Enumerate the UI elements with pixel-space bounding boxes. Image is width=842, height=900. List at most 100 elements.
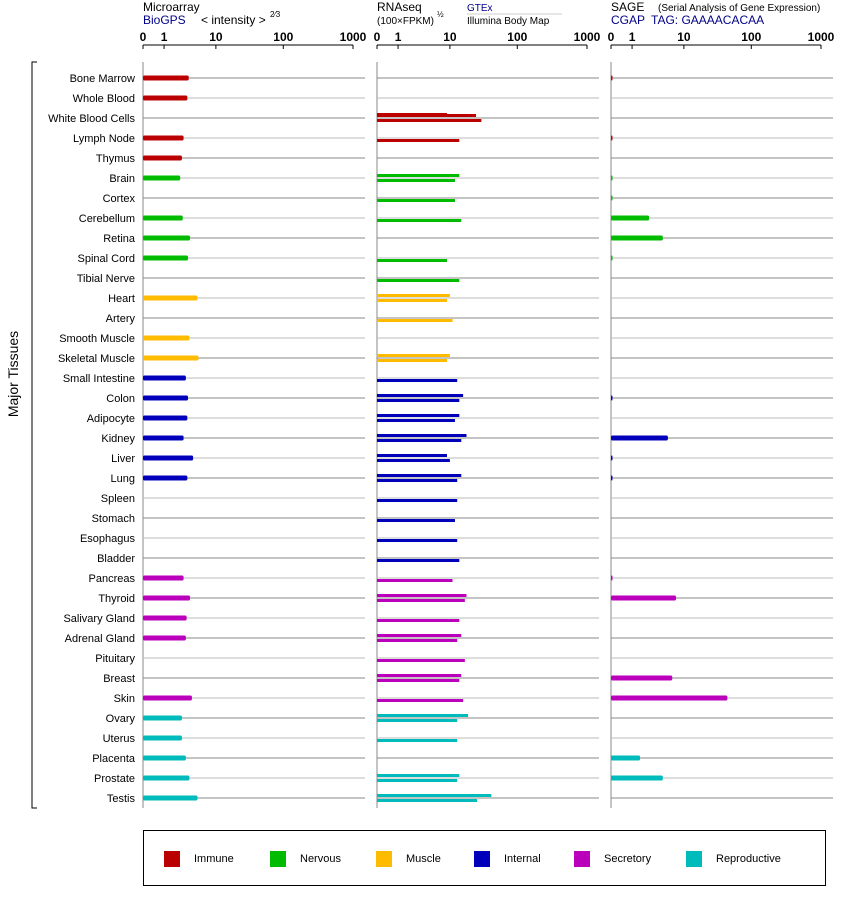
row-label: Esophagus — [80, 533, 136, 545]
bar — [377, 519, 455, 522]
row-label: Prostate — [94, 773, 135, 785]
bar — [377, 379, 458, 382]
x-tick-label: 1 — [395, 30, 402, 44]
panel-title: SAGE — [611, 0, 644, 14]
bar — [611, 235, 663, 241]
bar — [611, 255, 613, 261]
bar — [377, 359, 447, 362]
panel-subtitle-note: < intensity > — [201, 13, 266, 27]
row-label: Salivary Gland — [63, 613, 135, 625]
bar — [377, 699, 464, 702]
bar — [377, 774, 460, 777]
bar — [611, 675, 673, 681]
row-label: Testis — [107, 793, 136, 805]
bar — [143, 155, 182, 161]
bar — [377, 439, 462, 442]
x-tick-label: 0 — [140, 30, 147, 44]
bar — [143, 335, 190, 341]
bar — [377, 459, 450, 462]
bar — [611, 755, 641, 761]
row-label: Cortex — [103, 193, 136, 205]
x-tick-label: 10 — [443, 30, 457, 44]
legend-label: Immune — [194, 853, 234, 865]
row-label: Small Intestine — [63, 373, 135, 385]
bar — [377, 434, 467, 437]
bar — [611, 135, 613, 141]
bar — [377, 499, 458, 502]
bar — [611, 395, 613, 401]
bar — [377, 659, 465, 662]
bar — [143, 175, 181, 181]
bar — [377, 399, 460, 402]
row-label: Tibial Nerve — [77, 273, 135, 285]
x-tick-label: 1000 — [340, 30, 367, 44]
bar — [377, 719, 458, 722]
bar — [143, 715, 182, 721]
bar — [143, 755, 186, 761]
legend-item-immune: Immune — [164, 850, 234, 868]
bar — [143, 435, 184, 441]
bar — [611, 695, 728, 701]
legend-item-reproductive: Reproductive — [686, 850, 781, 868]
bar — [143, 75, 189, 81]
bar — [377, 354, 450, 357]
bar — [611, 575, 613, 581]
legend-item-nervous: Nervous — [270, 850, 341, 868]
row-label: Artery — [106, 313, 136, 325]
row-label: Kidney — [101, 433, 135, 445]
bar — [143, 355, 199, 361]
bar — [377, 594, 467, 597]
bar — [377, 479, 458, 482]
row-label: Ovary — [106, 713, 136, 725]
row-label: Brain — [109, 173, 135, 185]
legend-label: Muscle — [406, 853, 441, 865]
row-label: Lung — [111, 473, 135, 485]
panel-title: RNAseq — [377, 0, 422, 14]
x-tick-label: 100 — [507, 30, 527, 44]
x-tick-label: 0 — [608, 30, 615, 44]
legend-item-muscle: Muscle — [376, 850, 441, 868]
row-label: Thyroid — [98, 593, 135, 605]
bar — [143, 575, 184, 581]
x-tick-label: 1 — [629, 30, 636, 44]
bar — [377, 114, 477, 117]
bar — [143, 135, 184, 141]
panel-title: Microarray — [143, 0, 200, 14]
legend: Immune Nervous Muscle Internal Secretory Repr… — [143, 830, 826, 886]
legend-label: Internal — [504, 853, 541, 865]
legend-item-internal: Internal — [474, 850, 541, 868]
y-axis-label: Major Tissues — [5, 331, 21, 417]
bar — [143, 235, 191, 241]
panel-subtitle-sup: ½ — [437, 10, 444, 19]
bar — [377, 119, 482, 122]
bar — [377, 714, 469, 717]
bar — [377, 199, 455, 202]
row-label: Pituitary — [95, 653, 135, 665]
row-label: Breast — [103, 673, 135, 685]
row-label: Lymph Node — [73, 133, 135, 145]
x-tick-label: 100 — [741, 30, 761, 44]
row-label: Placenta — [92, 753, 136, 765]
legend-item-secretory: Secretory — [574, 850, 651, 868]
row-label: Retina — [103, 233, 136, 245]
bar — [377, 319, 453, 322]
bar — [611, 75, 613, 81]
row-label: Spleen — [101, 493, 135, 505]
legend-swatch — [270, 851, 286, 867]
row-label: Whole Blood — [73, 93, 135, 105]
legend-swatch — [164, 851, 180, 867]
row-label: Pancreas — [89, 573, 136, 585]
x-tick-label: 1000 — [808, 30, 835, 44]
bar — [143, 215, 183, 221]
panel-subtitle: BioGPS — [143, 13, 186, 27]
row-label: Heart — [108, 293, 135, 305]
bar — [377, 599, 465, 602]
bracket — [31, 61, 37, 809]
x-tick-label: 10 — [209, 30, 223, 44]
bar — [377, 634, 462, 637]
bar — [377, 394, 464, 397]
legend-swatch — [574, 851, 590, 867]
bar — [377, 799, 478, 802]
bar — [143, 695, 192, 701]
bar — [611, 435, 668, 441]
